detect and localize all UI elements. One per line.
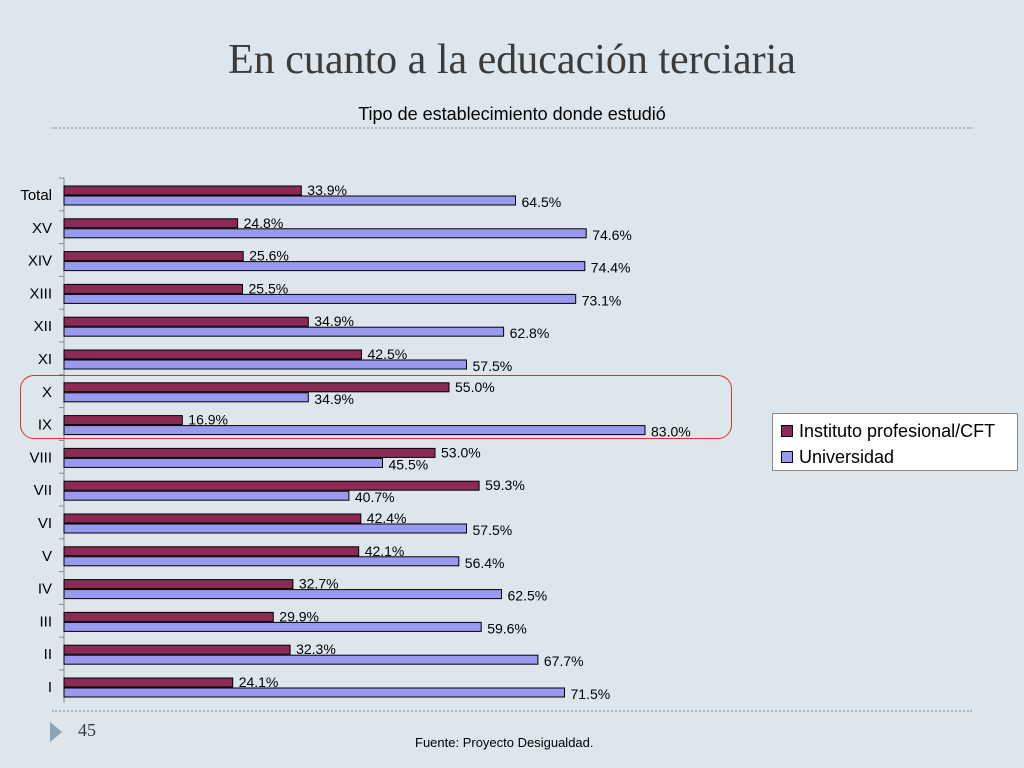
value-label-universidad-viii: 45.5%: [389, 456, 429, 472]
bar-instituto-xi: [63, 349, 362, 360]
legend-swatch-universidad: [781, 451, 793, 463]
value-label-universidad-iii: 59.6%: [487, 620, 527, 636]
category-label-iii: III: [39, 613, 52, 630]
value-label-instituto-vii: 59.3%: [485, 477, 525, 493]
bar-universidad-x: [63, 392, 309, 403]
category-label-viii: VIII: [29, 449, 52, 466]
bar-universidad-xi: [63, 359, 467, 370]
category-label-xiv: XIV: [28, 253, 52, 270]
legend-item-universidad: Universidad: [781, 444, 1017, 470]
value-label-universidad-ix: 83.0%: [651, 424, 691, 440]
value-label-instituto-v: 42.1%: [365, 543, 405, 559]
legend-label-universidad: Universidad: [799, 446, 895, 467]
bar-universidad-viii: [63, 457, 383, 468]
slide-marker-icon: [50, 722, 62, 742]
bar-universidad-v: [63, 556, 460, 567]
value-label-universidad-xv: 74.6%: [592, 227, 632, 243]
bar-instituto-ii: [63, 644, 291, 655]
bottom-divider: [52, 710, 972, 712]
bar-instituto-total: [63, 185, 302, 196]
top-divider: [52, 127, 972, 129]
value-label-universidad-i: 71.5%: [571, 686, 611, 702]
value-label-universidad-v: 56.4%: [465, 555, 505, 571]
value-label-instituto-viii: 53.0%: [441, 444, 481, 460]
value-label-instituto-xiv: 25.6%: [249, 248, 289, 264]
category-label-vii: VII: [34, 482, 52, 499]
value-label-instituto-xv: 24.8%: [244, 215, 284, 231]
category-label-xv: XV: [32, 220, 52, 237]
slide-title: En cuanto a la educación terciaria: [228, 37, 796, 83]
value-label-universidad-xiv: 74.4%: [591, 260, 631, 276]
source-note: Fuente: Proyecto Desigualdad.: [415, 735, 594, 750]
category-label-total: Total: [20, 187, 52, 204]
value-label-instituto-iii: 29.9%: [279, 608, 319, 624]
category-label-vi: VI: [38, 515, 52, 532]
value-label-universidad-xi: 57.5%: [473, 358, 513, 374]
legend-swatch-instituto: [781, 425, 793, 437]
bar-instituto-xiii: [63, 283, 243, 294]
category-label-xii: XII: [34, 318, 52, 335]
value-label-instituto-ii: 32.3%: [296, 641, 336, 657]
value-label-universidad-vi: 57.5%: [473, 522, 513, 538]
category-label-i: I: [48, 679, 52, 696]
category-label-v: V: [42, 548, 52, 565]
bar-universidad-iii: [63, 621, 482, 632]
category-label-xiii: XIII: [29, 285, 52, 302]
category-label-xi: XI: [38, 351, 52, 368]
bar-universidad-total: [63, 195, 516, 206]
value-label-instituto-xii: 34.9%: [314, 313, 354, 329]
category-label-x: X: [42, 384, 52, 401]
value-label-universidad-total: 64.5%: [522, 194, 562, 210]
category-label-iv: IV: [38, 581, 52, 598]
bar-universidad-iv: [63, 589, 502, 600]
value-label-instituto-xiii: 25.5%: [249, 280, 289, 296]
value-label-universidad-ii: 67.7%: [544, 653, 584, 669]
bar-universidad-xii: [63, 326, 505, 337]
category-label-ix: IX: [38, 417, 52, 434]
bar-instituto-vii: [63, 480, 480, 491]
value-label-instituto-iv: 32.7%: [299, 576, 339, 592]
bar-universidad-xiii: [63, 293, 577, 304]
bar-instituto-x: [63, 382, 450, 393]
bar-universidad-vi: [63, 523, 467, 534]
bar-instituto-viii: [63, 447, 436, 458]
bar-instituto-xv: [63, 218, 239, 229]
value-label-instituto-vi: 42.4%: [367, 510, 407, 526]
bar-instituto-v: [63, 546, 360, 557]
bar-universidad-xv: [63, 228, 587, 239]
bar-instituto-vi: [63, 513, 362, 524]
bar-instituto-iii: [63, 611, 274, 622]
value-label-instituto-x: 55.0%: [455, 379, 495, 395]
chart-legend: Instituto profesional/CFT Universidad: [772, 413, 1018, 471]
value-label-instituto-ix: 16.9%: [188, 412, 228, 428]
bar-instituto-xii: [63, 316, 309, 327]
value-label-universidad-xii: 62.8%: [510, 325, 550, 341]
bar-instituto-xiv: [63, 251, 244, 262]
bar-universidad-ix: [63, 425, 646, 436]
bar-universidad-ii: [63, 654, 539, 665]
legend-label-instituto: Instituto profesional/CFT: [799, 420, 996, 441]
bar-universidad-i: [63, 687, 565, 698]
value-label-instituto-total: 33.9%: [307, 182, 347, 198]
slide-number: 45: [78, 720, 96, 740]
bar-universidad-xiv: [63, 261, 586, 272]
value-label-universidad-vii: 40.7%: [355, 489, 395, 505]
highlight-outline: [20, 375, 732, 439]
chart-title: Tipo de establecimiento donde estudió: [358, 104, 666, 124]
bar-instituto-i: [63, 677, 234, 688]
bar-instituto-ix: [63, 415, 183, 426]
value-label-instituto-xi: 42.5%: [368, 346, 408, 362]
value-label-universidad-iv: 62.5%: [508, 588, 548, 604]
value-label-instituto-i: 24.1%: [239, 674, 279, 690]
bar-universidad-vii: [63, 490, 350, 501]
legend-item-instituto: Instituto profesional/CFT: [781, 418, 1017, 444]
value-label-universidad-xiii: 73.1%: [582, 292, 622, 308]
category-label-ii: II: [44, 646, 52, 663]
value-label-universidad-x: 34.9%: [314, 391, 354, 407]
bar-instituto-iv: [63, 579, 294, 590]
